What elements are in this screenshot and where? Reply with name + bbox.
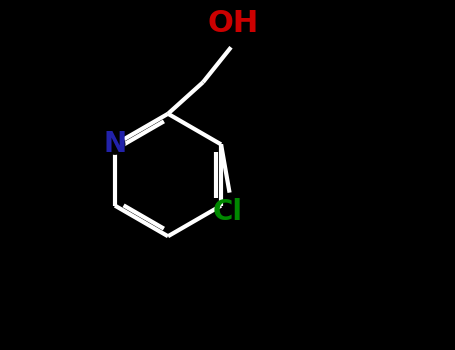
Text: Cl: Cl xyxy=(213,198,243,226)
Text: N: N xyxy=(103,131,126,158)
Circle shape xyxy=(105,134,125,154)
Text: OH: OH xyxy=(207,9,258,38)
